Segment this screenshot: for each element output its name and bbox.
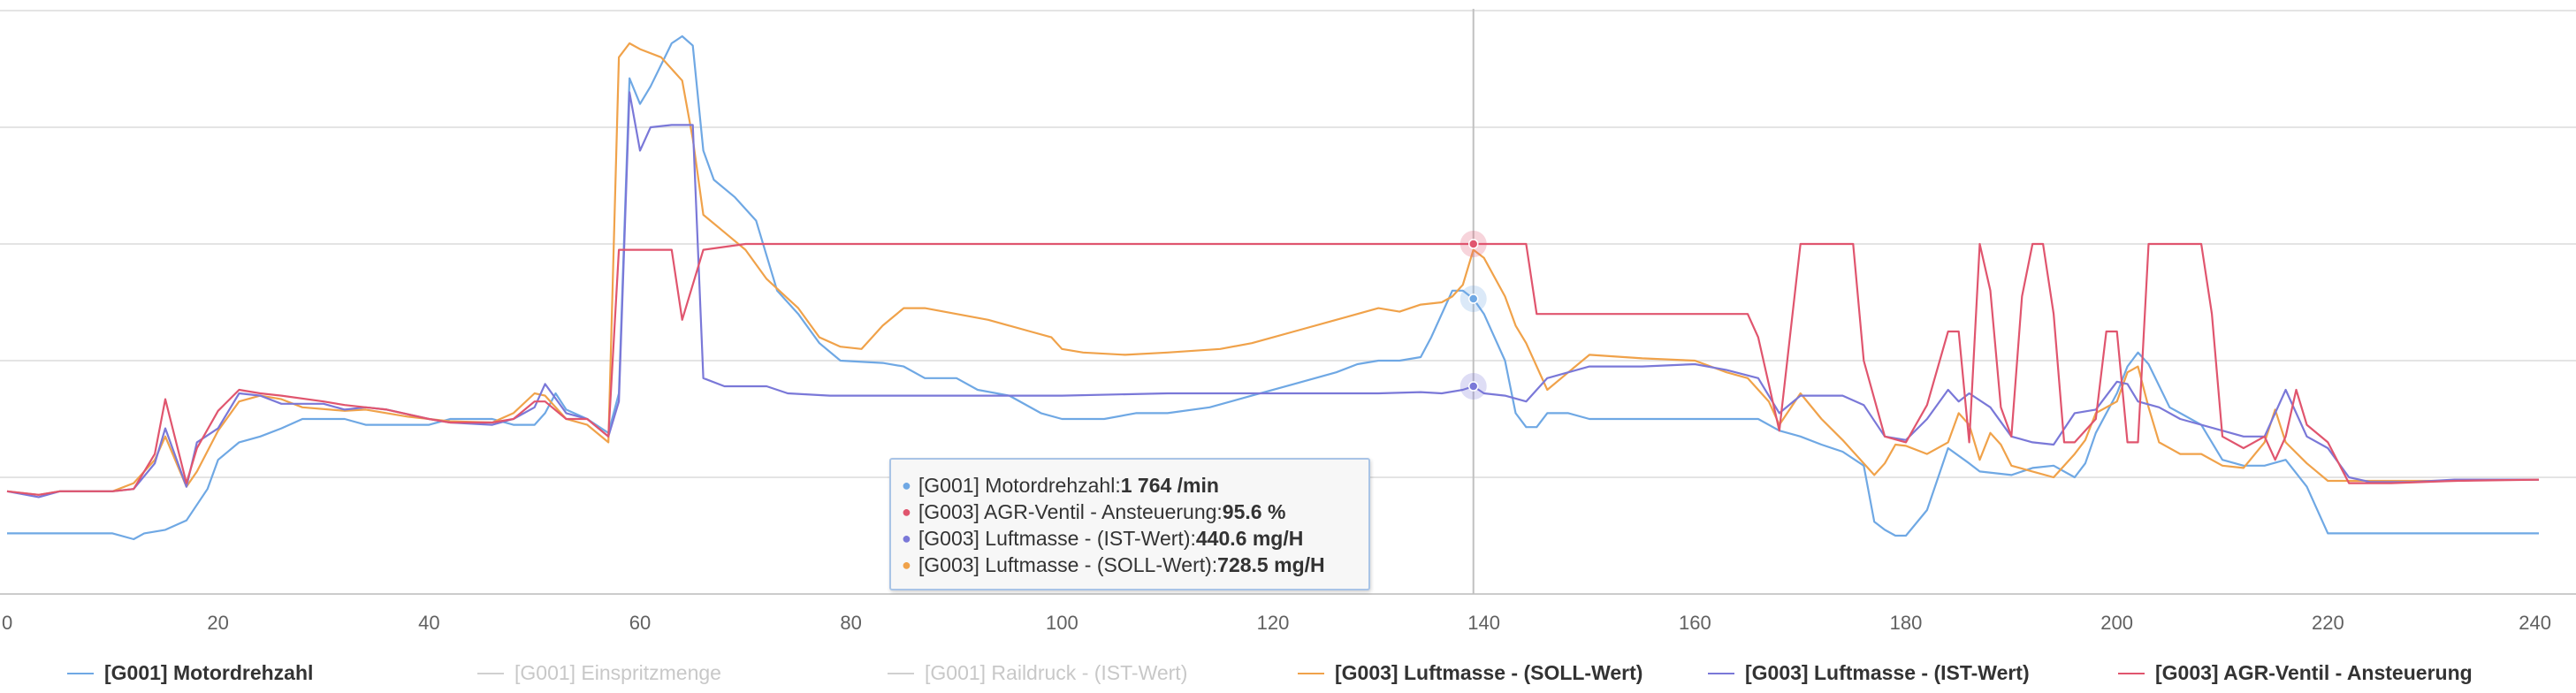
series-line-3[interactable] bbox=[6, 42, 2539, 496]
x-tick-label: 60 bbox=[629, 612, 651, 634]
x-tick-label: 160 bbox=[1679, 612, 1711, 634]
legend-item-einspritzmenge[interactable]: [G001] Einspritzmenge bbox=[477, 661, 721, 685]
legend-line-icon bbox=[1708, 672, 1734, 674]
series-line-0[interactable] bbox=[7, 34, 2539, 541]
x-tick-label: 20 bbox=[207, 612, 228, 634]
legend-line-icon bbox=[2118, 672, 2145, 674]
tooltip-value: 95.6 % bbox=[1222, 499, 1286, 523]
tooltip-dot-icon: ● bbox=[902, 555, 911, 574]
x-tick-label: 80 bbox=[840, 612, 861, 634]
grid-lines bbox=[0, 10, 2576, 595]
legend-label: [G003] AGR-Ventil - Ansteuerung bbox=[2155, 661, 2473, 684]
x-tick-label: 40 bbox=[418, 612, 439, 634]
x-tick-label: 220 bbox=[2312, 612, 2344, 634]
tooltip-label: [G003] AGR-Ventil - Ansteuerung: bbox=[918, 499, 1223, 523]
series-line-4[interactable] bbox=[6, 91, 2539, 499]
tooltip-row-agr-ventil: ● [G003] AGR-Ventil - Ansteuerung: 95.6 … bbox=[902, 499, 1358, 525]
legend-line-icon bbox=[67, 672, 94, 674]
legend-item-agr-ventil[interactable]: [G003] AGR-Ventil - Ansteuerung bbox=[2118, 661, 2473, 685]
hover-marker-point bbox=[1467, 239, 1479, 249]
tooltip-label: [G001] Motordrehzahl: bbox=[918, 473, 1121, 497]
hover-marker-point bbox=[1467, 293, 1479, 304]
legend-item-luftmasse-ist[interactable]: [G003] Luftmasse - (IST-Wert) bbox=[1708, 661, 2030, 685]
legend-line-icon bbox=[477, 672, 504, 674]
tooltip-value: 1 764 /min bbox=[1120, 473, 1219, 497]
legend-label: [G003] Luftmasse - (IST-Wert) bbox=[1745, 661, 2030, 684]
tooltip-label: [G003] Luftmasse - (IST-Wert): bbox=[918, 526, 1196, 550]
tooltip: ● [G001] Motordrehzahl: 1 764 /min ● [G0… bbox=[889, 458, 1370, 590]
legend-label: [G001] Motordrehzahl bbox=[104, 661, 314, 684]
x-tick-label: 0 bbox=[2, 612, 12, 634]
legend-label: [G003] Luftmasse - (SOLL-Wert) bbox=[1335, 661, 1643, 684]
legend-item-motordrehzahl[interactable]: [G001] Motordrehzahl bbox=[67, 661, 313, 685]
series-line-5[interactable] bbox=[6, 242, 2540, 496]
x-tick-label: 140 bbox=[1467, 612, 1500, 634]
legend-label: [G001] Raildruck - (IST-Wert) bbox=[925, 661, 1188, 684]
x-tick-label: 240 bbox=[2519, 612, 2551, 634]
x-tick-label: 120 bbox=[1257, 612, 1290, 634]
x-tick-label: 180 bbox=[1890, 612, 1923, 634]
legend-line-icon bbox=[888, 672, 914, 674]
x-tick-label: 100 bbox=[1046, 612, 1078, 634]
tooltip-dot-icon: ● bbox=[902, 502, 911, 521]
hover-marker-point bbox=[1467, 381, 1479, 392]
tooltip-row-motordrehzahl: ● [G001] Motordrehzahl: 1 764 /min bbox=[902, 472, 1358, 499]
hover-markers bbox=[1459, 231, 1487, 400]
legend: [G001] Motordrehzahl [G001] Einspritzmen… bbox=[0, 661, 2576, 693]
tooltip-row-luftmasse-ist: ● [G003] Luftmasse - (IST-Wert): 440.6 m… bbox=[902, 525, 1358, 552]
legend-item-raildruck[interactable]: [G001] Raildruck - (IST-Wert) bbox=[888, 661, 1187, 685]
x-axis-ticks: 0 20 40 60 80 100 120 140 160 180 200 220 240 bbox=[2, 612, 2551, 634]
tooltip-dot-icon: ● bbox=[902, 476, 911, 494]
tooltip-row-luftmasse-soll: ● [G003] Luftmasse - (SOLL-Wert): 728.5 … bbox=[902, 552, 1358, 578]
tooltip-dot-icon: ● bbox=[902, 529, 911, 547]
line-chart[interactable]: 0 20 40 60 80 100 120 140 160 180 200 220 240 bbox=[0, 0, 2576, 654]
series-lines[interactable] bbox=[6, 34, 2540, 541]
tooltip-value: 728.5 mg/H bbox=[1217, 552, 1325, 576]
legend-label: [G001] Einspritzmenge bbox=[514, 661, 721, 684]
tooltip-label: [G003] Luftmasse - (SOLL-Wert): bbox=[918, 552, 1218, 576]
legend-item-luftmasse-soll[interactable]: [G003] Luftmasse - (SOLL-Wert) bbox=[1298, 661, 1642, 685]
x-tick-label: 200 bbox=[2100, 612, 2133, 634]
tooltip-value: 440.6 mg/H bbox=[1195, 526, 1304, 550]
legend-line-icon bbox=[1298, 672, 1324, 674]
